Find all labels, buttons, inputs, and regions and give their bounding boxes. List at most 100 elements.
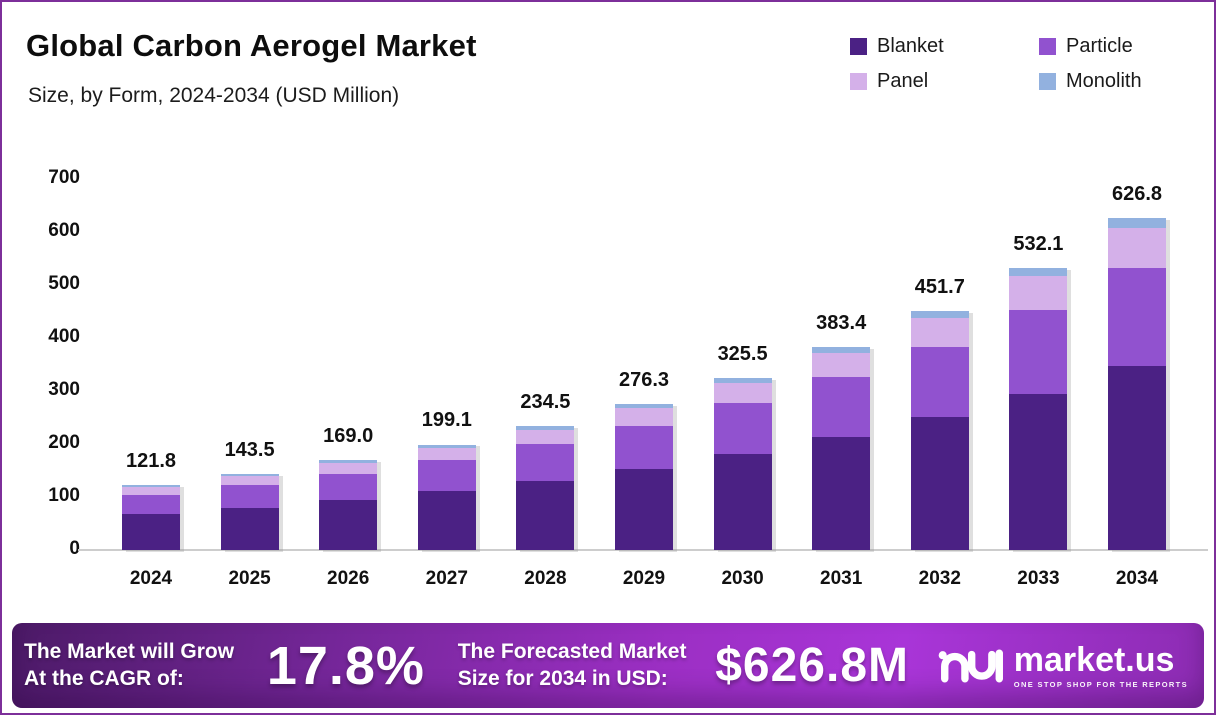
bar-segment-panel xyxy=(220,476,279,486)
x-axis-line xyxy=(78,549,1208,551)
bar-group-2024 xyxy=(122,485,180,550)
bar-segment-blanket xyxy=(615,468,673,550)
panel-swatch-icon xyxy=(850,73,867,90)
bar-total-label: 199.1 xyxy=(421,409,472,432)
x-axis: 2024 2025 2026 2027 2028 2029 2030 2031 2032 2033… xyxy=(90,568,1208,598)
bar-segment-monolith xyxy=(1009,268,1068,277)
bar-group-2032 xyxy=(910,310,969,550)
particle-swatch-icon xyxy=(1039,38,1056,55)
bar-segment-monolith xyxy=(319,460,378,464)
marketus-logo-icon xyxy=(938,649,1003,682)
page-subtitle: Size, by Form, 2024-2034 (USD Million) xyxy=(28,84,400,107)
y-axis-tick-label: 400 xyxy=(48,326,80,347)
x-axis-tick-label: 2032 xyxy=(918,568,961,589)
bar-segment-monolith xyxy=(713,377,772,383)
cagr-label-line1: The Market will Grow xyxy=(24,640,235,664)
bar-total-label: 325.5 xyxy=(717,342,768,365)
bar-segment-monolith xyxy=(417,444,476,448)
bar-segment-monolith xyxy=(122,485,180,488)
bar-total-label: 451.7 xyxy=(914,275,965,298)
bar-segment-particle xyxy=(910,346,969,418)
x-axis-tick-label: 2031 xyxy=(820,568,863,589)
bar-total-label: 234.5 xyxy=(520,390,571,413)
bar-segment-panel xyxy=(713,382,772,404)
x-axis-tick-label: 2028 xyxy=(524,568,567,589)
bar-segment-monolith xyxy=(615,403,673,408)
brand-group: market.us ONE STOP SHOP FOR THE REPORTS xyxy=(938,643,1188,689)
bar-segment-blanket xyxy=(122,514,180,550)
y-axis-tick-label: 0 xyxy=(69,538,80,559)
bar-segment-monolith xyxy=(516,425,575,430)
bar-segment-blanket xyxy=(319,500,378,550)
chart-legend: Blanket Particle Panel Monolith xyxy=(850,35,1200,93)
legend-item-particle: Particle xyxy=(1039,35,1200,58)
bar-segment-particle xyxy=(1108,267,1166,366)
bar-group-2033 xyxy=(1009,268,1068,550)
y-axis-tick-label: 300 xyxy=(48,379,80,400)
bar-group-2029 xyxy=(615,403,673,550)
bar-group-2027 xyxy=(417,444,476,550)
bar-total-label: 143.5 xyxy=(224,438,275,461)
bar-total-label: 626.8 xyxy=(1111,182,1163,205)
bar-segment-monolith xyxy=(1108,217,1166,228)
bar-group-2025 xyxy=(220,473,279,550)
bar-segment-panel xyxy=(516,429,575,445)
y-axis-tick-label: 200 xyxy=(48,432,80,453)
x-axis-tick-label: 2033 xyxy=(1017,568,1060,589)
y-axis-tick-label: 500 xyxy=(48,273,80,294)
bar-segment-blanket xyxy=(516,481,575,550)
bar-total-label: 276.3 xyxy=(618,368,670,391)
bar-segment-blanket xyxy=(1108,365,1166,550)
bar-segment-particle xyxy=(319,473,378,501)
bar-segment-particle xyxy=(1009,310,1068,394)
bar-segment-blanket xyxy=(417,491,476,550)
bar-segment-blanket xyxy=(713,454,772,550)
legend-label: Particle xyxy=(1066,35,1133,57)
blanket-swatch-icon xyxy=(850,38,867,55)
bar-group-2031 xyxy=(812,346,871,550)
monolith-swatch-icon xyxy=(1039,73,1056,90)
forecast-label: The Forecasted Market Size for 2034 in U… xyxy=(458,639,687,692)
bar-segment-blanket xyxy=(812,437,871,550)
bar-segment-panel xyxy=(319,463,378,474)
x-axis-tick-label: 2029 xyxy=(622,568,666,589)
bar-group-2028 xyxy=(516,425,575,550)
page-title: Global Carbon Aerogel Market xyxy=(26,28,477,63)
legend-label: Panel xyxy=(877,70,929,92)
bar-segment-panel xyxy=(812,352,871,378)
y-axis-tick-label: 700 xyxy=(48,167,80,188)
bar-segment-panel xyxy=(122,487,180,496)
x-axis-tick-label: 2024 xyxy=(129,568,173,589)
cagr-label: The Market will Grow At the CAGR of: xyxy=(24,639,234,692)
bar-segment-panel xyxy=(417,447,476,461)
footer-banner: The Market will Grow At the CAGR of: 17.… xyxy=(12,623,1204,708)
bar-segment-particle xyxy=(615,425,673,469)
stacked-bar-plot: 121.8 143.5 169.0 199.1 234.5 276.3 325.5 383.4… xyxy=(90,179,1208,550)
bar-total-label: 383.4 xyxy=(816,311,867,334)
bar-segment-particle xyxy=(122,495,180,515)
bar-segment-particle xyxy=(220,485,279,508)
bar-group-2034 xyxy=(1108,217,1166,550)
x-axis-tick-label: 2026 xyxy=(327,568,370,589)
bar-total-label: 169.0 xyxy=(323,425,374,448)
forecast-label-line2: Size for 2034 in USD: xyxy=(457,666,668,690)
bar-segment-monolith xyxy=(910,310,969,318)
legend-item-monolith: Monolith xyxy=(1039,70,1200,93)
legend-item-blanket: Blanket xyxy=(850,35,1039,58)
forecast-label-line1: The Forecasted Market xyxy=(457,640,687,664)
bar-segment-panel xyxy=(910,317,969,347)
bar-segment-blanket xyxy=(1009,393,1068,550)
brand-text: market.us ONE STOP SHOP FOR THE REPORTS xyxy=(1014,643,1188,689)
bar-segment-panel xyxy=(615,407,673,426)
y-axis-tick-label: 600 xyxy=(48,220,80,241)
bar-segment-monolith xyxy=(220,473,279,477)
legend-label: Monolith xyxy=(1066,70,1142,92)
bar-segment-panel xyxy=(1108,227,1166,268)
legend-item-panel: Panel xyxy=(850,70,1039,93)
bar-total-label: 121.8 xyxy=(125,450,177,473)
bar-group-2030 xyxy=(713,377,772,550)
brand-tagline: ONE STOP SHOP FOR THE REPORTS xyxy=(1013,679,1188,689)
x-axis-tick-label: 2027 xyxy=(425,568,468,589)
bar-segment-panel xyxy=(1009,276,1068,311)
